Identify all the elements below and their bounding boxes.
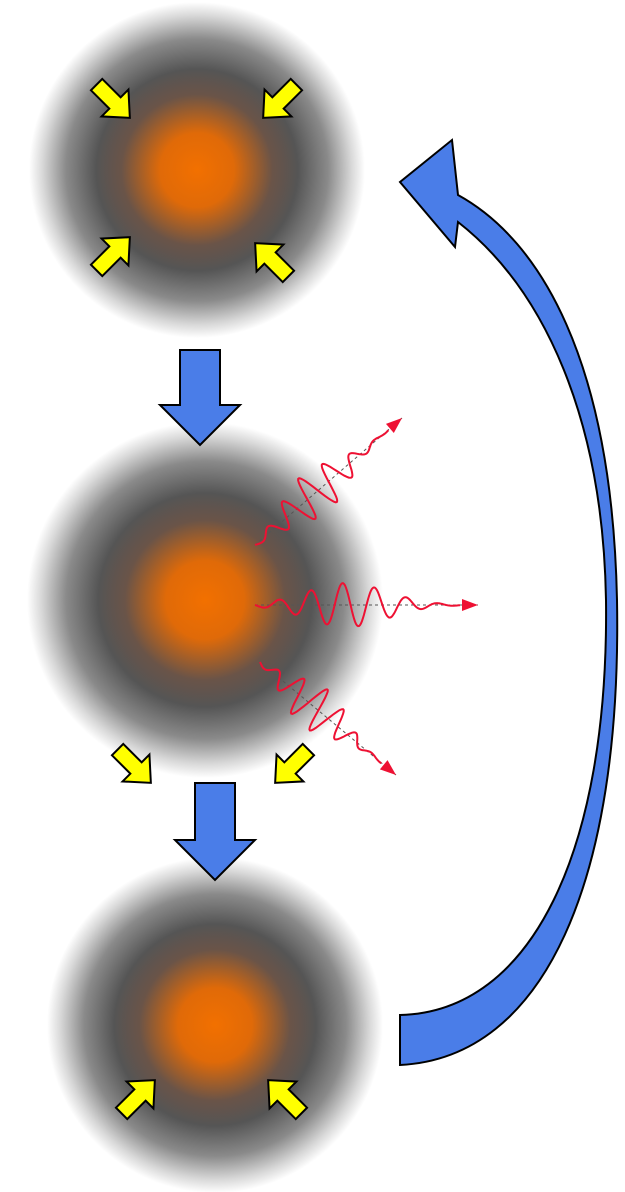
cloud-3 <box>47 857 383 1192</box>
wave-head <box>385 418 402 434</box>
radiation <box>254 417 478 776</box>
wave <box>254 429 390 546</box>
wave <box>254 582 461 628</box>
cloud-1 <box>29 2 365 338</box>
cycle-arrow <box>398 138 619 1067</box>
down-arrow <box>157 349 243 447</box>
wave-head <box>462 599 478 611</box>
wave <box>259 661 382 765</box>
wave-head <box>379 760 396 775</box>
cloud-2 <box>27 422 383 778</box>
down-arrow <box>172 782 258 882</box>
